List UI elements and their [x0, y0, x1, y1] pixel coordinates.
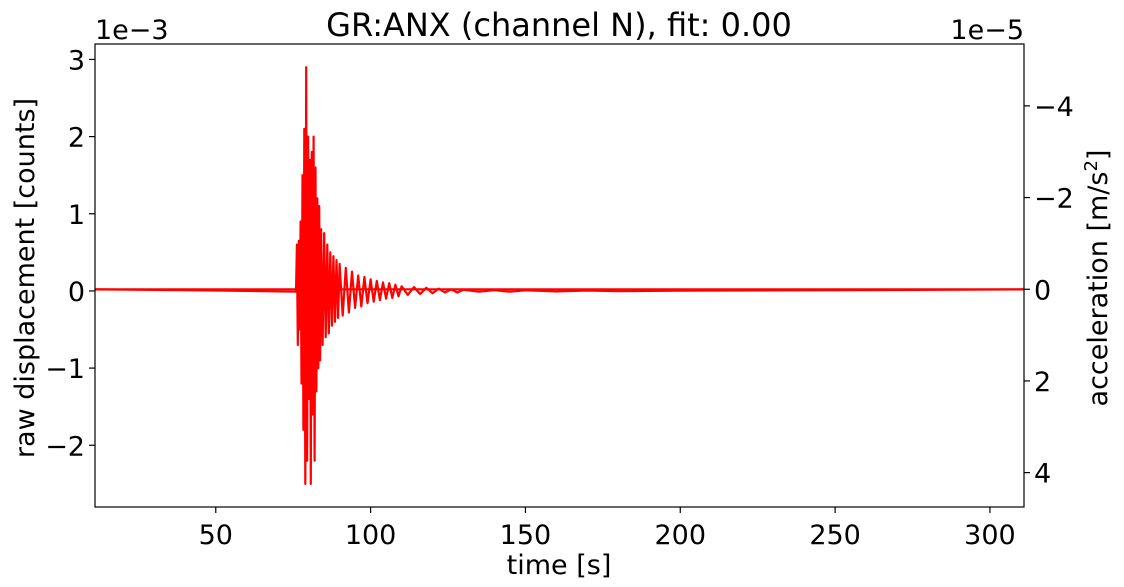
y2-tick-label: −4	[1034, 92, 1074, 123]
x-tick-label: 300	[964, 520, 1016, 551]
y-tick-label: 0	[68, 277, 85, 308]
y-axis-label: raw displacement [counts]	[10, 98, 41, 458]
y2-axis: −4 −2 0 2 4	[1024, 92, 1074, 490]
x-axis: 50 100 150 200 250 300	[199, 507, 1016, 551]
chart-title: GR:ANX (channel N), fit: 0.00	[326, 6, 792, 44]
x-tick-label: 50	[199, 520, 233, 551]
y2-axis-label: acceleration [m/s2]	[1081, 150, 1114, 407]
plot-frame	[94, 43, 1025, 508]
y2-tick-label: 4	[1034, 459, 1051, 490]
x-tick-label: 250	[809, 520, 861, 551]
y2-offset-text: 1e−5	[950, 15, 1024, 46]
y2-tick-label: 2	[1034, 367, 1051, 398]
y-tick-label: 1	[68, 200, 85, 231]
y-axis: 3 2 1 0 −1 −2	[45, 45, 95, 462]
plot-lines	[95, 66, 1024, 485]
y2-label-main: acceleration [m/s	[1083, 172, 1114, 407]
y-tick-label: −1	[45, 354, 85, 385]
series-line-1	[95, 66, 1024, 485]
y-tick-label: −2	[45, 431, 85, 462]
y2-label-sup: 2	[1081, 160, 1102, 171]
y-tick-label: 3	[68, 45, 85, 76]
y2-tick-label: 0	[1034, 275, 1051, 306]
x-tick-label: 150	[500, 520, 552, 551]
x-tick-label: 200	[654, 520, 706, 551]
y-offset-text: 1e−3	[95, 15, 169, 46]
y2-label-end: ]	[1083, 150, 1114, 161]
x-axis-label: time [s]	[507, 550, 612, 581]
y-tick-label: 2	[68, 123, 85, 154]
x-tick-label: 100	[345, 520, 397, 551]
y2-tick-label: −2	[1034, 184, 1074, 215]
